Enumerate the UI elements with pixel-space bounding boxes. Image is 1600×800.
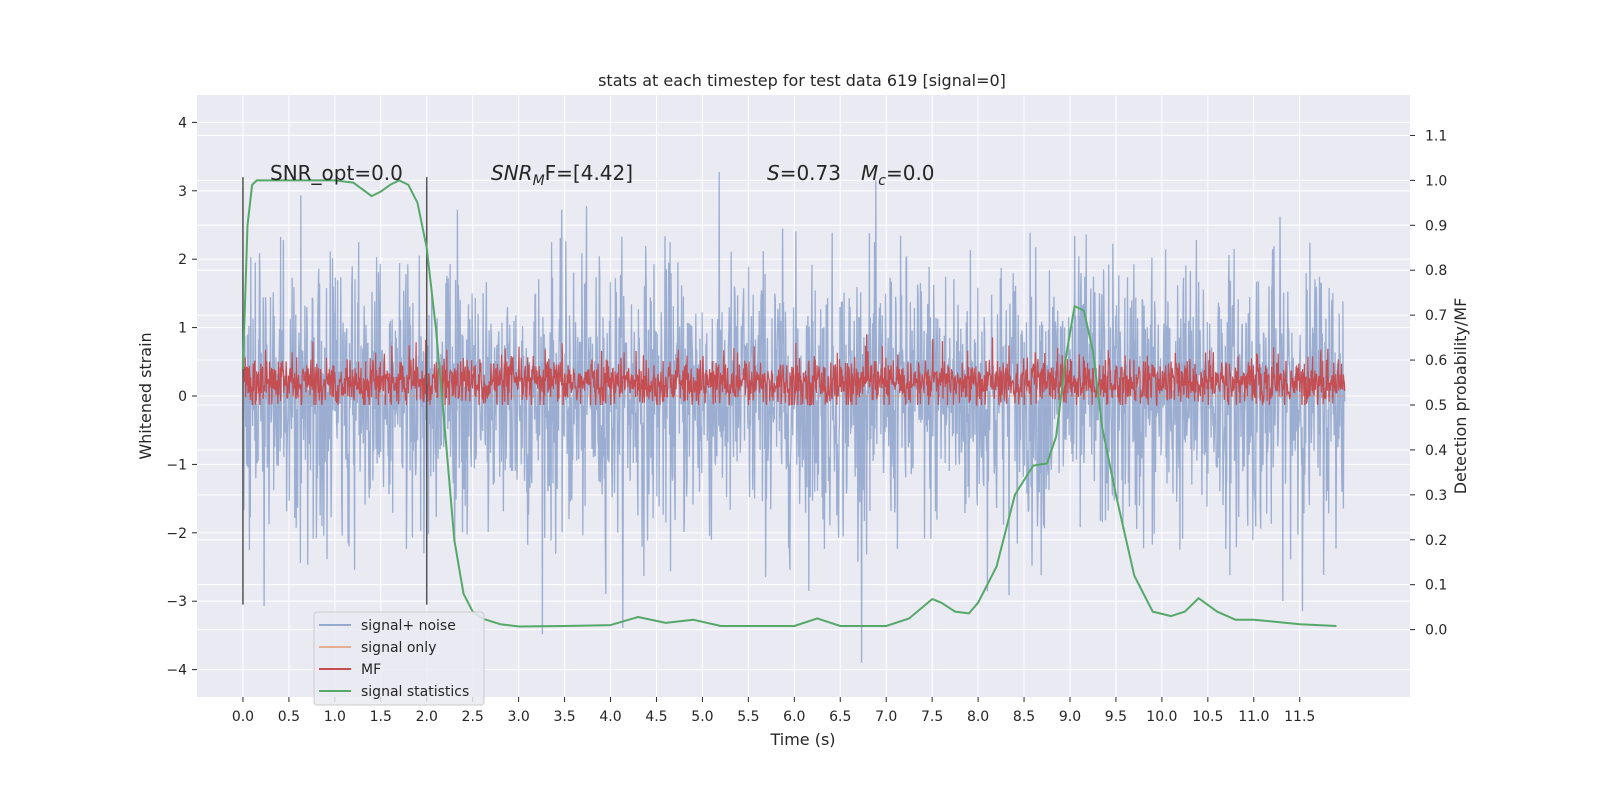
x-axis-label: Time (s): [769, 730, 835, 749]
legend-label-mf: MF: [361, 662, 381, 678]
y-tick-label-3: 1: [178, 321, 187, 337]
mc-sub: c: [878, 173, 886, 189]
y-tick-label-8: −4: [166, 663, 187, 679]
x-tick-label-9: 4.5: [645, 709, 667, 725]
y-tick-label-1: 3: [178, 184, 187, 200]
snr-mf-base: SNR: [491, 161, 533, 185]
chart-title: stats at each timestep for test data 619…: [598, 71, 1006, 90]
snr-mf-sub: M: [533, 173, 545, 189]
y2-tick-label-6: 0.5: [1425, 398, 1447, 414]
x-tick-label-5: 2.5: [462, 709, 484, 725]
legend: signal+ noise signal only MF signal stat…: [313, 611, 485, 706]
annotation-s-mc: S=0.73 Mc=0.0: [767, 161, 935, 189]
y2-tick-label-7: 0.4: [1425, 443, 1447, 459]
x-tick-label-11: 5.5: [737, 709, 759, 725]
y2-tick-label-3: 0.8: [1425, 263, 1447, 279]
y2-tick-label-4: 0.7: [1425, 308, 1447, 324]
x-axis-ticks: 0.0 0.5 1.0 1.5 2.0 2.5 3.0 3.5 4.0 4.5 5.0 5.5 6.0 6…: [232, 697, 1315, 725]
x-tick-label-8: 4.0: [599, 709, 621, 725]
s-value: =0.73: [780, 161, 841, 185]
y2-tick-label-10: 0.1: [1425, 578, 1447, 594]
legend-label-stat: signal statistics: [361, 684, 469, 700]
x-tick-label-7: 3.5: [553, 709, 575, 725]
series-stat-line: [241, 179, 1337, 628]
y-tick-label-0: 4: [178, 115, 187, 131]
legend-label-signal: signal only: [361, 640, 436, 656]
x-tick-label-12: 6.0: [783, 709, 805, 725]
y2-tick-label-0: 1.1: [1425, 128, 1447, 144]
x-tick-label-14: 7.0: [875, 709, 897, 725]
legend-label-noise: signal+ noise: [361, 618, 456, 634]
x-tick-label-15: 7.5: [921, 709, 943, 725]
x-tick-label-6: 3.0: [507, 709, 529, 725]
x-tick-label-16: 8.0: [967, 709, 989, 725]
annotation-snr-opt: SNR_opt=0.0: [270, 161, 403, 185]
y2-tick-label-8: 0.3: [1425, 488, 1447, 504]
mc-label: M: [861, 161, 878, 185]
y2-tick-label-2: 0.9: [1425, 218, 1447, 234]
y2-tick-label-9: 0.2: [1425, 533, 1447, 549]
x-tick-label-4: 2.0: [416, 709, 438, 725]
y2-axis-ticks: 1.1 1.0 0.9 0.8 0.7 0.6 0.5 0.4 0.3 0.2 0.1 0.0: [1410, 128, 1447, 639]
y-tick-label-5: −1: [166, 457, 187, 473]
y-axis-ticks: 4 3 2 1 0 −1 −2 −3 −4: [166, 115, 197, 679]
mc-value: =0.0: [886, 161, 935, 185]
x-tick-label-13: 6.5: [829, 709, 851, 725]
series-signal-statistics: [241, 179, 1337, 628]
x-tick-label-18: 9.0: [1059, 709, 1081, 725]
y-tick-label-7: −3: [166, 594, 187, 610]
y2-tick-label-1: 1.0: [1425, 173, 1447, 189]
y-tick-label-4: 0: [178, 389, 187, 405]
y-axis-label: Whitened strain: [136, 332, 155, 459]
x-tick-label-0: 0.0: [232, 709, 254, 725]
y2-tick-label-11: 0.0: [1425, 623, 1447, 639]
legend-box: [313, 611, 485, 706]
x-tick-label-22: 11.0: [1238, 709, 1269, 725]
s-label: S: [767, 161, 780, 185]
x-tick-label-1: 0.5: [278, 709, 300, 725]
x-tick-label-21: 10.5: [1192, 709, 1223, 725]
y2-axis-label: Detection probability/MF: [1451, 298, 1470, 495]
x-tick-label-17: 8.5: [1013, 709, 1035, 725]
y-tick-label-2: 2: [178, 252, 187, 268]
x-tick-label-23: 11.5: [1284, 709, 1315, 725]
x-tick-label-2: 1.0: [324, 709, 346, 725]
y2-tick-label-5: 0.6: [1425, 353, 1447, 369]
snr-mf-rest: F=[4.42]: [545, 161, 633, 185]
x-tick-label-20: 10.0: [1146, 709, 1177, 725]
y-tick-label-6: −2: [166, 526, 187, 542]
x-tick-label-19: 9.5: [1105, 709, 1127, 725]
x-tick-label-10: 5.0: [691, 709, 713, 725]
annotation-snr-mf: SNRMF=[4.42]: [491, 161, 633, 189]
x-tick-label-3: 1.5: [370, 709, 392, 725]
